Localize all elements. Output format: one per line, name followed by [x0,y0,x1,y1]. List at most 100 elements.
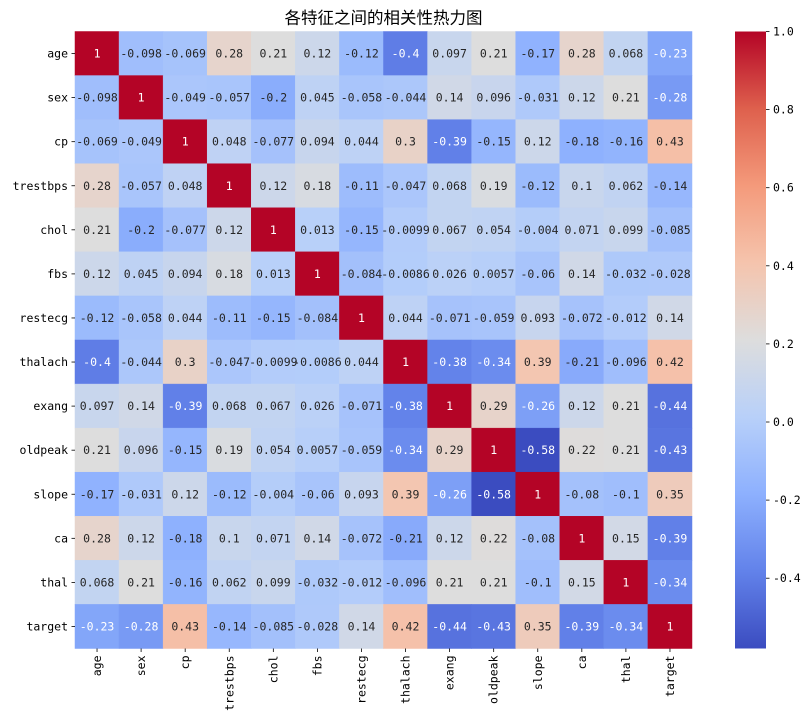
y-tick-label: fbs [47,267,68,281]
heatmap-cell [603,339,649,385]
cell-annotation: -0.071 [429,311,471,325]
heatmap-cell [74,471,120,517]
cell-annotation: 0.15 [612,531,640,545]
cell-annotation: 0.045 [124,267,159,281]
heatmap-cell [471,207,516,253]
cell-annotation: 0.21 [612,443,640,457]
cell-annotation: -0.084 [297,311,339,325]
heatmap-cell [427,251,472,297]
cell-annotation: 0.22 [568,443,596,457]
heatmap-cell [74,339,120,385]
cell-annotation: -0.072 [561,311,603,325]
heatmap-cell [206,295,252,341]
heatmap-cell [427,75,472,120]
x-tick-label: oldpeak [487,655,501,704]
heatmap-cell [74,119,120,164]
heatmap-cell [471,119,516,164]
cell-annotation: -0.17 [520,47,555,61]
cell-annotation: -0.44 [653,399,688,413]
cell-annotation: -0.11 [212,311,247,325]
heatmap-cell [647,207,693,253]
x-tick-label: ca [575,656,589,670]
cell-annotation: 1 [226,179,233,193]
cell-annotation: -0.14 [212,619,247,633]
heatmap-cell [118,251,164,297]
heatmap-cell [471,295,516,341]
cell-annotation: 0.28 [215,47,243,61]
heatmap-cell [339,163,384,209]
y-tick-label: trestbps [13,179,68,193]
heatmap-cell [162,251,208,297]
heatmap-cell [383,163,428,209]
cell-annotation: 0.3 [395,135,416,149]
heatmap-cell [383,75,428,120]
heatmap-cell [295,427,340,473]
cell-annotation: 0.42 [656,355,684,369]
cell-annotation: -0.0086 [293,355,342,369]
cell-annotation: 0.14 [436,91,464,105]
cell-annotation: 0.21 [127,575,155,589]
cell-annotation: 0.21 [83,443,111,457]
cell-annotation: 1 [270,223,277,237]
heatmap-cell [383,560,428,605]
cell-annotation: -0.34 [388,443,423,457]
heatmap-cell [515,163,561,209]
heatmap-cell [515,560,561,605]
cell-annotation: 0.39 [392,487,420,501]
heatmap-cell [162,31,208,76]
heatmap-cell [251,339,296,385]
cell-annotation: -0.12 [80,311,115,325]
cell-annotation: -0.069 [76,135,118,149]
cell-annotation: -0.12 [520,179,555,193]
cell-annotation: -0.071 [341,399,383,413]
cell-annotation: 1 [534,487,541,501]
cell-annotation: -0.0099 [249,355,298,369]
heatmap-cell [74,383,120,429]
cell-annotation: 0.068 [80,575,115,589]
cell-annotation: 0.19 [480,179,508,193]
cell-annotation: -0.049 [164,91,206,105]
y-tick-label: slope [33,487,68,501]
cell-annotation: -0.18 [168,531,203,545]
cell-annotation: -0.0086 [381,267,430,281]
cell-annotation: -0.14 [653,179,688,193]
cell-annotation: -0.17 [80,487,115,501]
heatmap-cell [647,75,693,120]
heatmap-cell [515,295,561,341]
cell-annotation: 0.21 [83,223,111,237]
x-tick-label: thalach [399,656,413,704]
cell-annotation: 1 [138,91,145,105]
cell-annotation: -0.047 [208,355,250,369]
cell-annotation: 0.096 [476,91,511,105]
heatmap-cell [603,604,649,649]
heatmap-cell [427,471,472,517]
heatmap-cell [162,383,208,429]
cell-annotation: -0.072 [341,531,383,545]
cell-annotation: -0.077 [253,135,295,149]
heatmap-cell [339,604,384,649]
heatmap-cell [647,516,693,561]
y-tick-label: sex [47,91,68,105]
cell-annotation: -0.15 [256,311,291,325]
heatmap-cell [295,383,340,429]
cell-annotation: 0.054 [256,443,291,457]
cell-annotation: 0.3 [175,355,196,369]
heatmap-cell [471,471,516,517]
y-tick-label: exang [33,399,68,413]
cell-annotation: 0.062 [609,179,644,193]
cell-annotation: -0.2 [259,91,287,105]
cell-annotation: 0.14 [304,531,332,545]
heatmap-cell [206,75,252,120]
cell-annotation: -0.004 [517,223,559,237]
heatmap-cell [647,251,693,297]
cell-annotation: -0.16 [609,135,644,149]
heatmap-cell [559,471,605,517]
heatmap-cell [295,31,340,76]
heatmap-cell [383,251,428,297]
heatmap-cell [603,207,649,253]
cell-annotation: -0.085 [253,619,295,633]
heatmap-cell [206,560,252,605]
heatmap-cell [515,516,561,561]
heatmap-cell [471,339,516,385]
y-tick-label: cp [54,135,68,149]
